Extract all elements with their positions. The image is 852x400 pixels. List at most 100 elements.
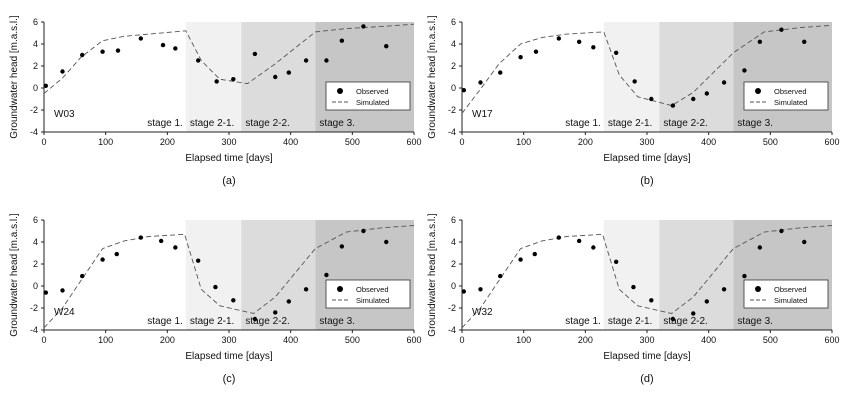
legend-observed-marker	[337, 88, 343, 94]
observed-point	[721, 287, 727, 292]
observed-point	[195, 258, 201, 263]
observed-point	[231, 77, 236, 82]
observed-point	[80, 273, 85, 279]
observed-point	[324, 272, 329, 278]
observed-point	[461, 88, 467, 93]
well-label: W17	[472, 109, 493, 120]
observed-point	[532, 251, 537, 257]
x-tick-label: 400	[283, 335, 298, 345]
y-tick-label: 6	[451, 17, 456, 27]
stage-label: stage 1.	[147, 316, 183, 327]
y-tick-label: 6	[33, 17, 38, 27]
x-tick-label: 200	[160, 137, 175, 147]
observed-point	[691, 311, 696, 316]
observed-point	[721, 80, 727, 85]
observed-point	[115, 48, 121, 53]
panel-caption: (a)	[222, 175, 235, 187]
stage-band	[241, 220, 316, 330]
x-tick-label: 600	[406, 335, 421, 345]
stage-band	[603, 220, 660, 330]
observed-point	[100, 257, 105, 262]
observed-point	[100, 49, 105, 54]
stage-band	[733, 220, 832, 330]
observed-point	[576, 39, 582, 44]
observed-point	[252, 316, 258, 322]
stage-label: stage 2-1.	[608, 118, 652, 129]
observed-point	[498, 273, 503, 279]
y-tick-label: 0	[33, 83, 38, 93]
y-tick-label: 4	[451, 39, 456, 49]
observed-point	[478, 287, 483, 292]
y-tick-label: 0	[451, 281, 456, 291]
y-tick-label: 6	[33, 215, 38, 225]
observed-point	[138, 235, 144, 240]
stage-label: stage 2-1.	[190, 316, 234, 327]
y-tick-label: -4	[448, 127, 456, 137]
observed-point	[43, 290, 49, 295]
observed-point	[498, 70, 503, 75]
legend-simulated-label: Simulated	[774, 98, 807, 107]
observed-point	[213, 284, 218, 290]
x-tick-label: 0	[41, 137, 46, 147]
stage-label: stage 2-2.	[663, 118, 707, 129]
observed-point	[158, 238, 164, 244]
y-tick-label: -4	[448, 325, 456, 335]
legend-observed-label: Observed	[774, 285, 807, 294]
y-tick-label: 2	[33, 61, 38, 71]
stage-band	[733, 22, 832, 132]
observed-point	[779, 27, 784, 32]
well-label: W32	[472, 307, 493, 318]
stage-band	[603, 22, 660, 132]
observed-point	[632, 79, 637, 84]
legend-simulated-label: Simulated	[356, 296, 389, 305]
legend-observed-marker	[755, 286, 761, 292]
observed-point	[339, 38, 345, 43]
x-tick-label: 500	[345, 137, 360, 147]
y-tick-label: 4	[33, 237, 38, 247]
chart-panel-w32: 0 100 200 300 400 500 600 -4 -2 0 2 4 6 Elapsed time …	[427, 213, 840, 385]
observed-point	[286, 299, 292, 304]
observed-point	[384, 44, 389, 49]
stage-label: stage 1.	[147, 118, 183, 129]
x-tick-label: 300	[639, 137, 654, 147]
x-tick-label: 400	[701, 335, 716, 345]
observed-point	[649, 96, 654, 102]
observed-point	[556, 235, 562, 240]
well-label: W24	[54, 307, 75, 318]
stage-label: stage 2-2.	[245, 118, 289, 129]
observed-point	[138, 36, 144, 41]
observed-point	[195, 58, 201, 63]
observed-point	[518, 55, 523, 60]
legend-box	[325, 279, 411, 309]
legend-observed-label: Observed	[356, 87, 389, 96]
x-tick-label: 0	[459, 335, 464, 345]
x-axis-label: Elapsed time [days]	[185, 153, 272, 164]
stage-label: stage 3.	[319, 118, 355, 129]
y-tick-label: 0	[33, 281, 38, 291]
x-tick-label: 500	[345, 335, 360, 345]
simulated-series-line	[461, 225, 833, 329]
x-tick-label: 600	[406, 137, 421, 147]
x-tick-label: 500	[763, 335, 778, 345]
legend-box	[743, 81, 829, 111]
legend: Observed Simulated	[743, 81, 829, 111]
stage-band	[44, 220, 186, 330]
panel-caption: (d)	[640, 373, 653, 385]
observed-point	[231, 298, 236, 303]
legend-box	[325, 81, 411, 111]
y-axis-label: Groundwater head [m.a.s.l.]	[9, 15, 20, 139]
y-tick-label: -4	[30, 127, 38, 137]
stage-band	[315, 220, 414, 330]
observed-point	[361, 24, 366, 29]
observed-point	[43, 83, 49, 89]
stage-band	[185, 22, 242, 132]
legend: Observed Simulated	[325, 279, 411, 309]
stage-label: stage 3.	[319, 316, 355, 327]
chart-panel-w03: 0 100 200 300 400 500 600 -4 -2 0 2 4 6 Elapsed time …	[9, 15, 422, 187]
observed-point	[60, 69, 65, 74]
x-axis-label: Elapsed time [days]	[603, 351, 690, 362]
observed-point	[757, 245, 763, 250]
stage-band	[659, 22, 734, 132]
observed-point	[533, 49, 539, 54]
observed-point	[478, 80, 483, 85]
